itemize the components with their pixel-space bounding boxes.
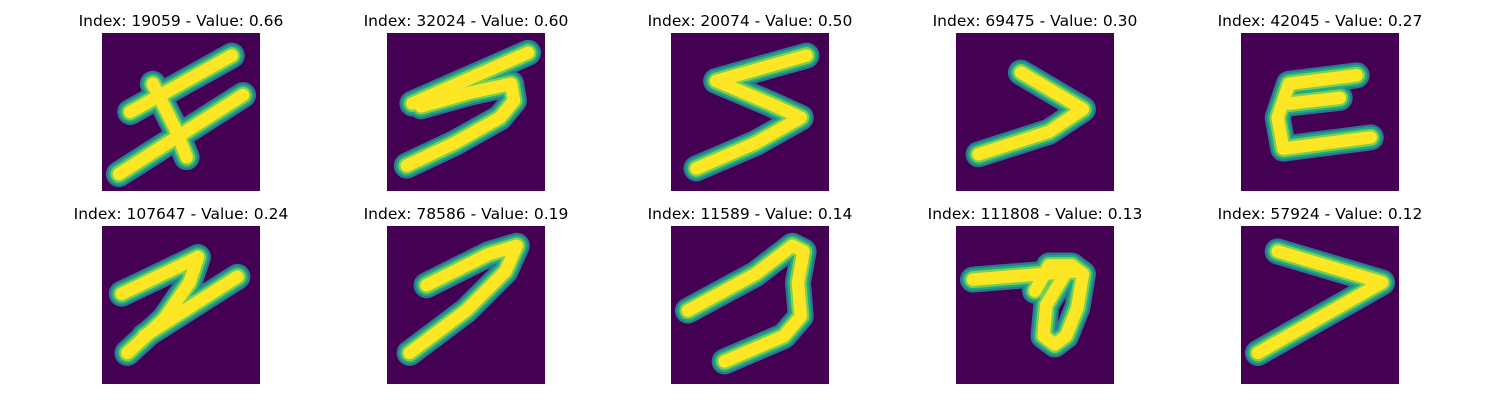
digit-stroke	[146, 77, 193, 164]
digit-stroke	[972, 66, 1090, 161]
panel-title: Index: 42045 - Value: 0.27	[1217, 12, 1423, 30]
panel-title: Index: 32024 - Value: 0.60	[363, 12, 569, 30]
digit-image	[102, 33, 260, 191]
digit-image	[671, 226, 829, 384]
panel-10: Index: 57924 - Value: 0.12	[1180, 205, 1460, 391]
digit-stroke	[1251, 245, 1389, 360]
panel-5: Index: 42045 - Value: 0.27	[1180, 12, 1460, 198]
digit-image	[1241, 33, 1399, 191]
digit-image	[671, 33, 829, 191]
panel-6: Index: 107647 - Value: 0.24	[41, 205, 321, 391]
panel-2: Index: 32024 - Value: 0.60	[326, 12, 606, 198]
digit-image	[387, 226, 545, 384]
panel-title: Index: 78586 - Value: 0.19	[363, 205, 569, 223]
panel-1: Index: 19059 - Value: 0.66	[41, 12, 321, 198]
digit-stroke	[1282, 91, 1346, 110]
panel-7: Index: 78586 - Value: 0.19	[326, 205, 606, 391]
panel-3: Index: 20074 - Value: 0.50	[610, 12, 890, 198]
digit-stroke	[1271, 69, 1377, 155]
panel-title: Index: 20074 - Value: 0.50	[647, 12, 853, 30]
panel-8: Index: 11589 - Value: 0.14	[610, 205, 890, 391]
panel-title: Index: 69475 - Value: 0.30	[932, 12, 1138, 30]
panel-title: Index: 19059 - Value: 0.66	[78, 12, 284, 30]
digit-stroke	[400, 77, 521, 172]
digit-image	[1241, 226, 1399, 384]
panel-title: Index: 111808 - Value: 0.13	[927, 205, 1143, 223]
digit-stroke	[681, 239, 810, 368]
digit-image	[387, 33, 545, 191]
panel-4: Index: 69475 - Value: 0.30	[895, 12, 1175, 198]
digit-image	[102, 226, 260, 384]
digit-stroke	[138, 270, 244, 343]
panel-title: Index: 57924 - Value: 0.12	[1217, 205, 1423, 223]
digit-stroke	[403, 239, 523, 360]
panel-9: Index: 111808 - Value: 0.13	[895, 205, 1175, 391]
digit-stroke	[124, 49, 238, 119]
panel-title: Index: 107647 - Value: 0.24	[73, 205, 289, 223]
digit-image	[956, 226, 1114, 384]
digit-stroke	[690, 49, 813, 175]
digit-stroke	[1028, 259, 1090, 351]
digit-image	[956, 33, 1114, 191]
panel-title: Index: 11589 - Value: 0.14	[647, 205, 853, 223]
digit-stroke	[406, 46, 535, 110]
